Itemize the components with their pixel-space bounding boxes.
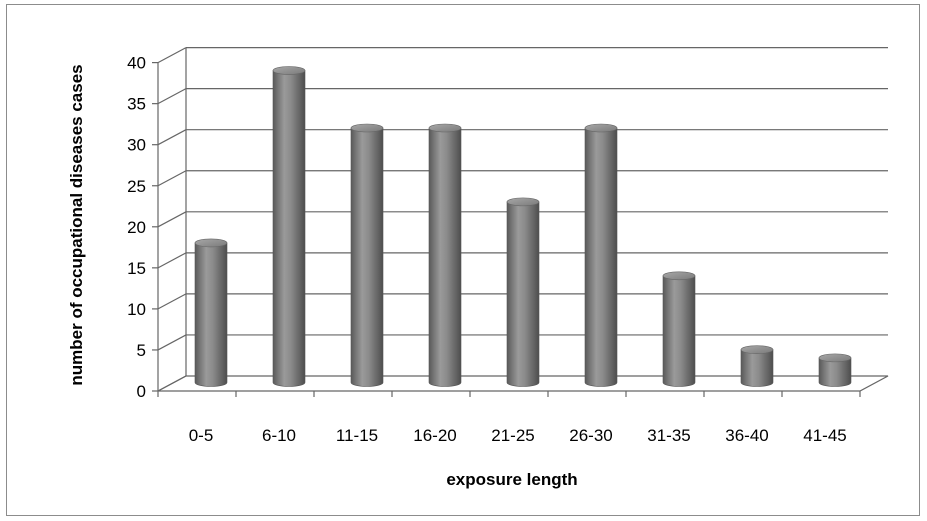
bar [272, 66, 306, 387]
bar-body [428, 127, 462, 387]
x-tick-label: 26-30 [569, 426, 612, 445]
bar [818, 353, 852, 387]
gridline-diagonal [157, 293, 187, 310]
bar-top [740, 345, 774, 354]
bar [662, 271, 696, 387]
y-tick-label: 0 [137, 382, 146, 401]
y-tick-label: 30 [127, 136, 146, 155]
bar [194, 238, 228, 387]
bar-top [350, 123, 384, 133]
gridline-diagonal [157, 334, 187, 351]
x-axis-ticks: 0-5 6-10 11-15 16-20 21-25 26-30 31-35 36-40 41-… [189, 426, 847, 445]
x-tick-label: 36-40 [725, 426, 768, 445]
bar-top [584, 123, 618, 133]
x-tick-label: 0-5 [189, 426, 214, 445]
x-tick-label: 41-45 [803, 426, 846, 445]
x-tick-label: 16-20 [413, 426, 456, 445]
gridline-diagonal [157, 88, 187, 105]
gridline-diagonal [157, 211, 187, 228]
bar-body [272, 70, 306, 387]
bar-top [428, 123, 462, 133]
bar-body [818, 357, 852, 387]
chart-floor [157, 375, 889, 397]
x-axis-title: exposure length [446, 470, 577, 489]
gridline-diagonal [157, 47, 187, 64]
bar-top [272, 66, 306, 75]
y-tick-label: 15 [127, 259, 146, 278]
bar [740, 345, 774, 387]
x-tick-label: 11-15 [336, 426, 378, 445]
bar-top [818, 353, 852, 363]
y-tick-label: 40 [127, 54, 146, 73]
bar-body [194, 242, 228, 387]
x-tick-label: 21-25 [491, 426, 534, 445]
x-tick-label: 6-10 [262, 426, 296, 445]
bar [350, 123, 384, 387]
bar-body [584, 127, 618, 387]
gridline-diagonal [157, 129, 187, 146]
bar-body [740, 349, 774, 387]
bar-body [350, 127, 384, 387]
bar-top [662, 271, 696, 281]
bar [428, 123, 462, 387]
x-tick-label: 31-35 [647, 426, 690, 445]
y-tick-label: 35 [127, 95, 146, 114]
y-tick-label: 5 [137, 341, 146, 360]
bar-body [662, 275, 696, 387]
bar [584, 123, 618, 387]
y-tick-label: 20 [127, 218, 146, 237]
gridline-diagonal [157, 170, 187, 187]
bar [506, 197, 540, 387]
y-tick-label: 25 [127, 177, 146, 196]
gridline-diagonal [157, 252, 187, 269]
y-axis-title: number of occupational diseases cases [67, 64, 86, 385]
y-axis-ticks: 0 5 10 15 20 25 30 35 40 [127, 54, 146, 401]
bar-body [506, 201, 540, 387]
bar-top [506, 197, 540, 207]
bar-top [194, 238, 228, 248]
bars-layer [194, 66, 852, 387]
y-tick-label: 10 [127, 300, 146, 319]
